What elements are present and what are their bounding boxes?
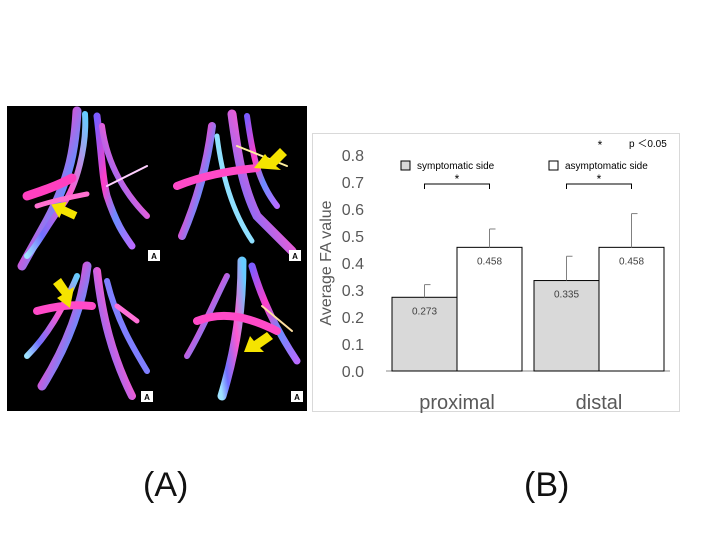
x-tick-label: distal — [576, 392, 623, 413]
arrow-marker-top-left — [51, 201, 78, 220]
legend-swatch — [400, 160, 411, 171]
bar — [598, 246, 665, 372]
svg-text:A: A — [294, 393, 300, 402]
quadrant-marker-bottom-right: A — [291, 391, 303, 402]
nerve-fibers-top-right — [173, 109, 297, 256]
svg-text:A: A — [292, 252, 298, 261]
significance-marker: * — [597, 172, 602, 186]
y-axis-label: Average FA value — [318, 200, 335, 325]
panel-label-b: (B) — [524, 466, 570, 504]
y-tick-labels: 0.0 0.1 0.2 0.3 0.4 0.5 0.6 0.7 0.8 — [342, 148, 364, 381]
significance-bracket — [424, 183, 490, 189]
x-tick-label: proximal — [419, 392, 495, 413]
data-label: 0.458 — [477, 256, 502, 267]
y-tick-label: 0.0 — [342, 364, 364, 381]
y-tick-label: 0.7 — [342, 175, 364, 192]
significance-bracket — [566, 183, 632, 189]
y-tick-label: 0.6 — [342, 202, 364, 219]
y-tick-label: 0.2 — [342, 310, 364, 327]
arrow-marker-bottom-left — [53, 278, 74, 308]
nerve-fibers-top-left — [17, 106, 150, 271]
panel-label-a: (A) — [143, 466, 189, 504]
bar — [391, 296, 458, 372]
arrow-marker-top-right — [254, 148, 287, 170]
quadrant-marker-top-left: A — [148, 250, 160, 261]
svg-text:A: A — [144, 393, 150, 402]
y-tick-label: 0.1 — [342, 337, 364, 354]
y-tick-label: 0.3 — [342, 283, 364, 300]
nerve-fibers-bottom-left — [24, 261, 150, 400]
bar-chart: 0.0 0.1 0.2 0.3 0.4 0.5 0.6 0.7 0.8 Average FA v… — [318, 138, 670, 413]
svg-text:A: A — [151, 252, 157, 261]
bar-chart-panel: 0.0 0.1 0.2 0.3 0.4 0.5 0.6 0.7 0.8 Average FA v… — [312, 133, 680, 413]
quadrant-marker-bottom-left: A — [141, 391, 153, 402]
y-tick-label: 0.8 — [342, 148, 364, 165]
legend-swatch — [548, 160, 559, 171]
data-label: 0.273 — [412, 306, 437, 317]
legend-label: symptomatic side — [417, 161, 495, 172]
significance-marker: * — [455, 172, 460, 186]
legend-label: asymptomatic side — [565, 161, 648, 172]
bar-marks — [391, 183, 665, 372]
arrow-marker-bottom-right — [244, 332, 273, 352]
chart-text: Average FA value proximal 0.273 0.458 * dista… — [318, 138, 667, 413]
quadrant-marker-top-right: A — [289, 250, 301, 261]
annotation-marker: * — [598, 138, 603, 152]
data-label: 0.458 — [619, 256, 644, 267]
annotation-text: p ＜0.05 — [629, 139, 667, 150]
nerve-fibers-bottom-right — [184, 256, 301, 401]
data-label: 0.335 — [554, 290, 579, 301]
y-tick-label: 0.4 — [342, 256, 364, 273]
tractography-image: A A A A — [7, 106, 307, 411]
y-tick-label: 0.5 — [342, 229, 364, 246]
bar — [456, 246, 523, 372]
